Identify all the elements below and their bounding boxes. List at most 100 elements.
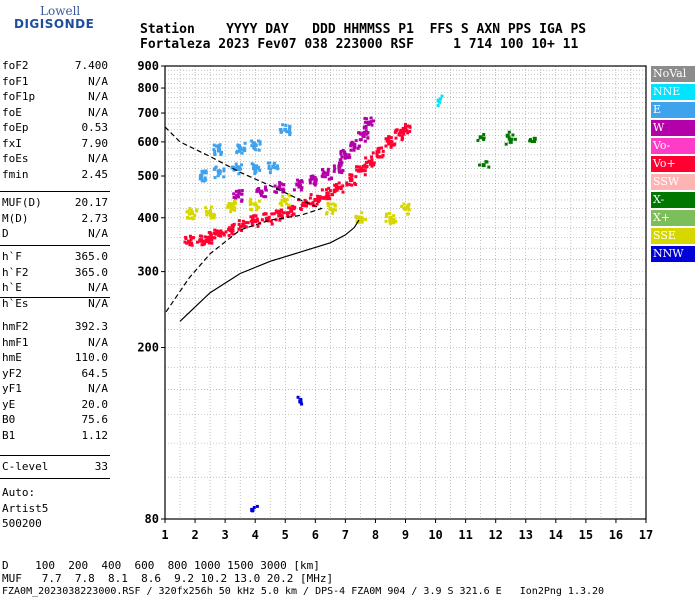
- echo-point: [275, 164, 279, 168]
- echo-point: [298, 207, 302, 211]
- echo-point: [333, 167, 337, 171]
- echo-point: [297, 185, 301, 189]
- echo-point: [366, 122, 370, 126]
- header-labels: Station YYYY DAY DDD HHMMSS P1 FFS S AXN…: [140, 22, 587, 37]
- echo-point: [364, 165, 368, 169]
- echo-point: [335, 183, 339, 187]
- echo-point: [386, 137, 390, 141]
- echo-point: [251, 141, 255, 145]
- echo-point: [287, 211, 291, 215]
- param-row-yf2: yF2 64.5: [2, 366, 108, 381]
- echo-point: [282, 189, 286, 193]
- echo-point: [195, 240, 199, 244]
- echo-point: [362, 126, 366, 130]
- echo-point: [227, 201, 231, 205]
- echo-point: [280, 198, 284, 202]
- echo-point: [368, 162, 372, 166]
- param-value: N/A: [88, 105, 108, 119]
- y-tick-label: 900: [137, 59, 159, 73]
- echo-point: [220, 150, 224, 154]
- echo-point: [257, 205, 261, 209]
- echo-point: [339, 149, 343, 153]
- echo-point: [254, 166, 258, 170]
- echo-point: [390, 140, 394, 144]
- echo-point: [204, 178, 208, 182]
- echo-point: [273, 166, 277, 170]
- echo-point: [400, 135, 404, 139]
- echo-point: [482, 133, 486, 137]
- echo-point: [330, 177, 334, 181]
- echo-point: [188, 243, 192, 247]
- legend-item-nnw: NNW: [651, 246, 695, 262]
- echo-point: [243, 225, 247, 229]
- echo-point: [293, 205, 297, 209]
- echo-point: [203, 235, 207, 239]
- echo-point: [264, 195, 268, 199]
- echo-point: [297, 180, 301, 184]
- echo-point: [252, 214, 256, 218]
- echo-point: [507, 137, 511, 141]
- echo-point: [222, 167, 226, 171]
- echo-point: [313, 197, 318, 202]
- echo-point: [189, 241, 193, 245]
- echo-point: [237, 167, 241, 171]
- echo-point: [398, 133, 402, 137]
- echo-point: [249, 215, 253, 219]
- echo-point: [227, 226, 231, 230]
- echo-point: [214, 165, 218, 169]
- param-name: yF1: [2, 382, 22, 395]
- echo-point: [392, 214, 396, 218]
- echo-point: [511, 133, 515, 137]
- echo-point: [290, 213, 294, 217]
- echo-point: [339, 152, 343, 156]
- echo-point: [272, 212, 276, 216]
- x-tick-label: 10: [428, 528, 442, 542]
- echo-point: [364, 161, 368, 165]
- echo-point: [204, 209, 208, 213]
- echo-point: [389, 136, 393, 140]
- echo-point: [381, 153, 385, 157]
- echo-point: [260, 218, 264, 222]
- echo-point: [341, 190, 345, 194]
- echo-point: [318, 195, 322, 199]
- echo-point: [326, 167, 330, 171]
- echo-point: [213, 152, 217, 156]
- param-value: 2.73: [81, 211, 109, 225]
- echo-point: [296, 395, 300, 399]
- echo-point: [279, 182, 283, 186]
- legend-item-noval: NoVal: [651, 66, 695, 82]
- echo-point: [287, 203, 291, 207]
- echo-point: [279, 201, 283, 205]
- param-name: hmF1: [2, 335, 29, 349]
- echo-point: [213, 167, 217, 171]
- echo-point: [185, 241, 189, 245]
- echo-point: [438, 100, 442, 104]
- echo-point: [207, 241, 211, 245]
- echo-point: [188, 234, 192, 238]
- echo-point: [213, 236, 217, 240]
- echo-point: [216, 149, 220, 153]
- echo-point: [314, 178, 318, 182]
- param-row-m-d-: M(D) 2.73: [2, 211, 108, 226]
- echo-point: [255, 204, 259, 208]
- echo-point: [331, 202, 335, 206]
- echo-point: [390, 143, 394, 147]
- param-value: N/A: [88, 227, 108, 240]
- echo-point: [241, 148, 245, 152]
- echo-point: [248, 202, 252, 206]
- echo-point: [237, 191, 241, 195]
- echo-point: [235, 165, 239, 169]
- echo-point: [183, 240, 187, 244]
- param-row-d: D N/A: [2, 226, 108, 241]
- echo-point: [406, 131, 410, 135]
- echo-point: [513, 137, 517, 141]
- x-tick-label: 1: [161, 528, 168, 542]
- echo-point: [185, 210, 189, 214]
- echo-point: [262, 195, 266, 199]
- echo-point: [388, 221, 392, 225]
- echo-point: [406, 204, 410, 208]
- echo-point: [352, 145, 356, 149]
- echo-point: [190, 243, 194, 247]
- echo-point: [255, 504, 259, 508]
- echo-point: [213, 228, 217, 232]
